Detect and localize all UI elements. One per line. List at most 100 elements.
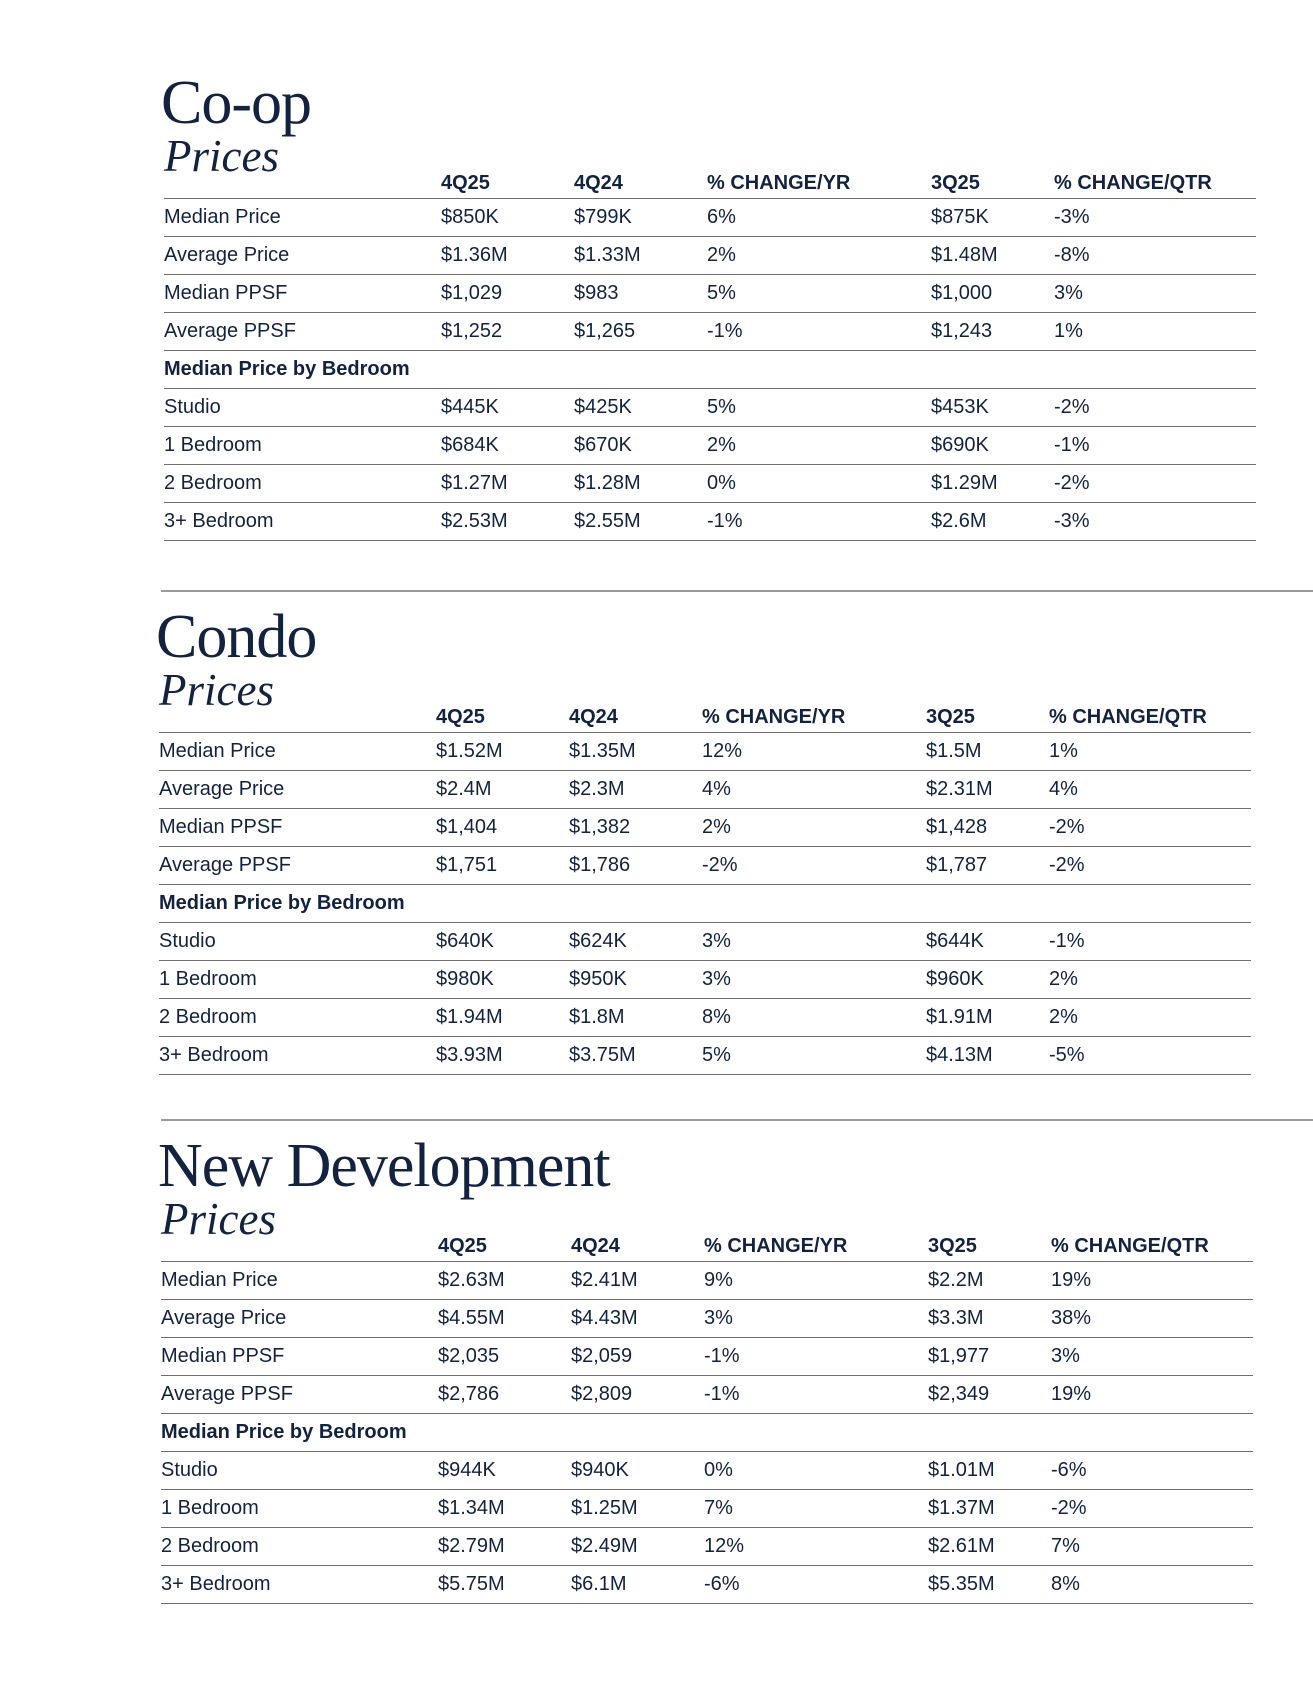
row-label: Average PPSF [164,320,296,342]
cell-value: $2.63M [438,1269,505,1291]
cell-value: 5% [702,1044,731,1066]
cell-value: $624K [569,930,627,952]
section-title: New Development [158,1132,611,1200]
cell-value: $2.61M [928,1535,995,1557]
table-row: 3+ Bedroom $5.75M $6.1M -6% $5.35M 8% [161,1566,1253,1604]
row-label: 3+ Bedroom [164,510,274,532]
cell-value: 5% [707,396,736,418]
cell-value: $940K [571,1459,629,1481]
cell-value: $1,243 [931,320,993,342]
cell-value: $2.53M [441,510,508,532]
cell-value: $453K [931,396,989,418]
table-row: Median PPSF $1,404 $1,382 2% $1,428 -2% [159,809,1251,847]
table-row: 2 Bedroom $1.27M $1.28M 0% $1.29M -2% [164,465,1256,503]
cell-value: $960K [926,968,984,990]
row-label: 2 Bedroom [164,472,262,494]
row-label: Median PPSF [164,282,288,304]
row-label: Studio [161,1459,218,1481]
cell-value: 8% [702,1006,731,1028]
cell-value: $1.5M [926,740,982,762]
row-label: 1 Bedroom [159,968,257,990]
cell-value: $445K [441,396,499,418]
column-header: % CHANGE/QTR [1051,1235,1209,1257]
row-label: Average Price [161,1307,287,1329]
cell-value: $690K [931,434,989,456]
cell-value: 2% [707,434,736,456]
table-row: Median Price $850K $799K 6% $875K -3% [164,199,1256,237]
cell-value: $1,787 [926,854,988,876]
cell-value: 0% [707,472,736,494]
section-title: Co-op [161,69,312,137]
cell-value: 2% [707,244,736,266]
column-header: 4Q24 [574,172,623,194]
cell-value: -8% [1054,244,1090,266]
cell-value: $850K [441,206,499,228]
cell-value: $425K [574,396,632,418]
row-label: Median Price [159,740,276,762]
table-row: Studio $944K $940K 0% $1.01M -6% [161,1452,1253,1490]
cell-value: 12% [702,740,743,762]
cell-value: $4.55M [438,1307,505,1329]
cell-value: -6% [704,1573,740,1595]
cell-value: -1% [704,1383,740,1405]
cell-value: -1% [707,320,743,342]
cell-value: $1.29M [931,472,998,494]
table-row: Median Price $1.52M $1.35M 12% $1.5M 1% [159,733,1251,771]
cell-value: -2% [1054,396,1090,418]
cell-value: $875K [931,206,989,228]
table-row: 3+ Bedroom $3.93M $3.75M 5% $4.13M -5% [159,1037,1251,1075]
bedroom-subheading: Median Price by Bedroom [164,358,410,380]
table-row: 2 Bedroom $2.79M $2.49M 12% $2.61M 7% [161,1528,1253,1566]
table-header: 4Q25 4Q24 % CHANGE/YR 3Q25 % CHANGE/QTR [164,168,1256,199]
cell-value: -1% [704,1345,740,1367]
cell-value: $2.2M [928,1269,984,1291]
cell-value: $950K [569,968,627,990]
cell-value: $1.91M [926,1006,993,1028]
cell-value: $670K [574,434,632,456]
column-header: % CHANGE/YR [704,1235,848,1257]
table-row: Median PPSF $2,035 $2,059 -1% $1,977 3% [161,1338,1253,1376]
cell-value: 2% [1049,968,1078,990]
cell-value: $1,029 [441,282,503,304]
cell-value: 38% [1051,1307,1092,1329]
cell-value: -6% [1051,1459,1087,1481]
cell-value: -3% [1054,206,1090,228]
cell-value: $2.4M [436,778,492,800]
cell-value: -1% [1049,930,1085,952]
cell-value: $3.75M [569,1044,636,1066]
cell-value: -1% [707,510,743,532]
cell-value: $5.75M [438,1573,505,1595]
section-subtitle: Prices [161,1194,276,1244]
cell-value: 4% [1049,778,1078,800]
cell-value: $1.36M [441,244,508,266]
section-divider [161,1119,1313,1121]
cell-value: $3.3M [928,1307,984,1329]
cell-value: $1,252 [441,320,503,342]
cell-value: $2,809 [571,1383,633,1405]
row-label: 3+ Bedroom [159,1044,269,1066]
cell-value: $2.55M [574,510,641,532]
cell-value: 2% [702,816,731,838]
cell-value: 3% [1051,1345,1080,1367]
row-label: Median Price [161,1269,278,1291]
cell-value: -2% [1049,854,1085,876]
cell-value: $983 [574,282,619,304]
row-label: Average Price [164,244,290,266]
cell-value: $799K [574,206,632,228]
cell-value: $644K [926,930,984,952]
cell-value: $2.41M [571,1269,638,1291]
cell-value: $5.35M [928,1573,995,1595]
cell-value: $4.13M [926,1044,993,1066]
cell-value: $2,786 [438,1383,500,1405]
cell-value: $1,428 [926,816,988,838]
cell-value: $1.52M [436,740,503,762]
cell-value: $1,382 [569,816,631,838]
cell-value: -2% [702,854,738,876]
cell-value: $1.01M [928,1459,995,1481]
cell-value: $1,786 [569,854,631,876]
bedroom-subheading-row: Median Price by Bedroom [159,885,1251,923]
table-row: Average Price $2.4M $2.3M 4% $2.31M 4% [159,771,1251,809]
row-label: Median PPSF [159,816,283,838]
cell-value: $2.49M [571,1535,638,1557]
cell-value: $2,035 [438,1345,500,1367]
